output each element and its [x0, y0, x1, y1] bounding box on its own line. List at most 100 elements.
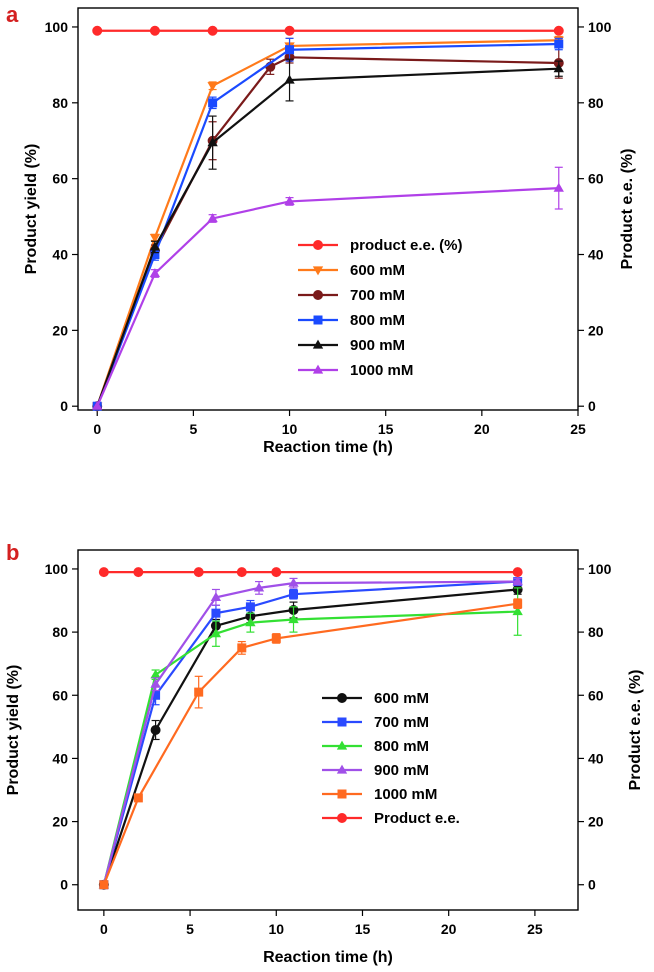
- data-point: [513, 599, 523, 609]
- chart-panel-a: a0 5 10 15 20 25020406080100020406080100React…: [6, 2, 636, 456]
- series-line: [96, 67, 559, 407]
- data-point: [284, 74, 295, 84]
- y-right-tick-label: 80: [588, 95, 604, 111]
- x-tick-label: 0: [93, 421, 101, 437]
- legend-label: 600 mM: [374, 690, 429, 707]
- data-point: [208, 98, 218, 108]
- data-point: [194, 687, 204, 697]
- y-right-tick-label: 100: [588, 19, 612, 35]
- legend-label: 1000 mM: [374, 786, 437, 803]
- series-line: [102, 588, 518, 886]
- data-point: [150, 250, 160, 260]
- legend-marker: [312, 339, 324, 349]
- legend-label: 700 mM: [350, 287, 405, 304]
- x-tick-label: 10: [282, 421, 298, 437]
- x-tick-label: 5: [186, 921, 194, 937]
- data-point: [288, 577, 299, 587]
- x-tick-label: 10: [268, 921, 284, 937]
- y-tick-label: 80: [52, 95, 68, 111]
- data-point: [554, 39, 564, 49]
- series-0: [98, 584, 523, 890]
- data-point: [253, 582, 265, 592]
- series-line: [96, 187, 559, 407]
- legend-marker: [312, 364, 324, 374]
- data-point: [150, 669, 161, 679]
- y-tick-label: 60: [52, 687, 68, 703]
- data-point: [284, 25, 295, 36]
- data-point: [207, 25, 218, 36]
- y-right-tick-label: 40: [588, 750, 604, 766]
- legend-marker: [312, 266, 324, 276]
- y-right-tick-label: 20: [588, 814, 604, 830]
- data-point: [207, 213, 218, 223]
- data-point: [245, 602, 255, 612]
- legend-label: 1000 mM: [350, 362, 413, 379]
- legend-marker: [337, 813, 347, 823]
- series-line: [96, 56, 559, 407]
- legend-marker: [313, 290, 323, 300]
- series-4: [92, 58, 564, 410]
- y-axis-right-title: Product e.e. (%): [627, 670, 644, 791]
- y-right-tick-label: 0: [588, 877, 596, 893]
- data-point: [271, 567, 282, 578]
- series-5: [98, 567, 523, 578]
- data-point: [236, 567, 247, 578]
- y-tick-label: 100: [45, 19, 69, 35]
- y-tick-label: 0: [60, 398, 68, 414]
- legend-label: 900 mM: [350, 337, 405, 354]
- y-axis-right-title: Product e.e. (%): [619, 149, 636, 270]
- x-axis-title: Reaction time (h): [263, 949, 393, 966]
- legend-marker: [337, 717, 347, 727]
- legend-label: 800 mM: [374, 738, 429, 755]
- legend-label: Product e.e.: [374, 810, 460, 827]
- data-point: [512, 576, 523, 586]
- data-point: [237, 643, 247, 653]
- data-point: [512, 567, 523, 578]
- data-point: [133, 567, 144, 578]
- series-1: [99, 577, 523, 890]
- data-point: [98, 567, 109, 578]
- data-point: [245, 617, 256, 627]
- legend-marker: [337, 693, 347, 703]
- data-point: [211, 608, 221, 618]
- y-tick-label: 40: [52, 247, 68, 263]
- y-right-tick-label: 60: [588, 687, 604, 703]
- data-point: [553, 182, 564, 192]
- y-right-tick-label: 20: [588, 322, 604, 338]
- y-right-tick-label: 100: [588, 561, 612, 577]
- legend: 600 mM 700 mM 800 mM 900 mM 1000 mM Product e…: [322, 690, 460, 827]
- data-point: [92, 400, 103, 410]
- y-tick-label: 60: [52, 171, 68, 187]
- data-point: [92, 25, 103, 36]
- data-point: [151, 690, 161, 700]
- legend-label: product e.e. (%): [350, 237, 463, 254]
- series-1: [92, 35, 564, 412]
- series-4: [99, 598, 523, 890]
- panel-label: b: [6, 540, 19, 565]
- x-tick-label: 20: [474, 421, 490, 437]
- x-tick-label: 25: [527, 921, 543, 937]
- legend-marker: [313, 315, 323, 325]
- x-tick-label: 15: [355, 921, 371, 937]
- legend-label: 800 mM: [350, 312, 405, 329]
- data-point: [207, 137, 218, 147]
- series-line: [102, 602, 518, 886]
- data-point: [149, 268, 161, 278]
- data-point: [289, 589, 299, 599]
- data-point: [149, 25, 160, 36]
- series-0: [92, 25, 564, 36]
- y-tick-label: 20: [52, 814, 68, 830]
- y-tick-label: 40: [52, 750, 68, 766]
- y-right-tick-label: 40: [588, 247, 604, 263]
- data-point: [150, 678, 161, 688]
- x-tick-label: 15: [378, 421, 394, 437]
- legend-marker: [336, 764, 348, 774]
- data-point: [149, 233, 161, 243]
- y-right-tick-label: 0: [588, 398, 596, 414]
- legend-label: 600 mM: [350, 262, 405, 279]
- x-tick-label: 20: [441, 921, 457, 937]
- data-point: [512, 606, 523, 616]
- series-line: [102, 610, 518, 885]
- panel-label: a: [6, 2, 19, 27]
- chart-panel-b: b 0 5 10 15 20 25 0 20 40 60 80 100 0 20 40 60 80 100 React…: [5, 540, 644, 966]
